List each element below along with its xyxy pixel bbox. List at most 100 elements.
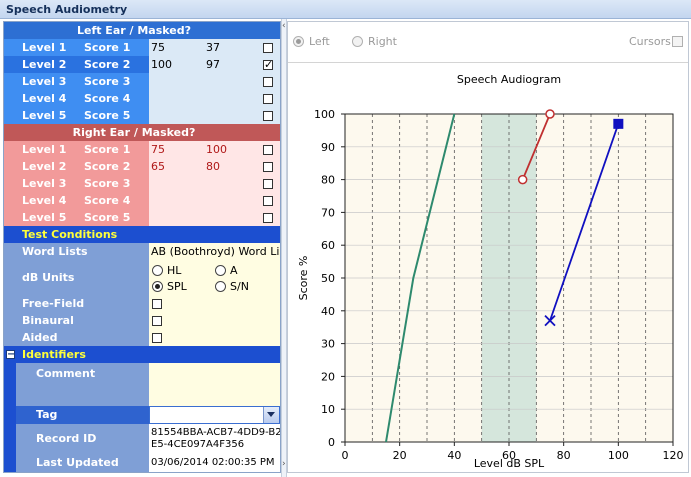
left-ear-header: Left Ear / Masked? (4, 22, 280, 39)
left-ear-masked-checkbox[interactable] (263, 94, 273, 104)
comment-field[interactable] (149, 363, 280, 406)
word-lists-label: Word Lists (4, 243, 149, 261)
right-ear-level-value[interactable]: 75 (149, 141, 204, 158)
tag-dropdown[interactable] (149, 406, 280, 424)
right-ear-score-value[interactable] (204, 192, 259, 209)
identifiers-gutter (4, 363, 16, 406)
right-ear-row: Level 5 Score 5 (4, 209, 280, 226)
left-ear-score-label: Score 3 (84, 73, 149, 90)
y-tick-label: 30 (321, 338, 335, 351)
y-tick-label: 50 (321, 272, 335, 285)
db-unit-sn-radio[interactable] (215, 281, 226, 292)
left-ear-level-value[interactable] (149, 90, 204, 107)
series-line-1 (521, 113, 551, 180)
left-ear-level-value[interactable] (149, 107, 204, 124)
left-ear-score-value[interactable] (204, 73, 259, 90)
record-id-row: Record ID 81554BBA-ACB7-4DD9-B2 E5-4CE09… (4, 424, 280, 454)
aided-label: Aided (4, 329, 149, 346)
left-ear-level-label: Level 2 (4, 56, 84, 73)
left-ear-score-value[interactable]: 37 (204, 39, 259, 56)
left-ear-masked-cell (259, 73, 280, 90)
left-ear-score-value[interactable]: 97 (204, 56, 259, 73)
y-tick-label: 80 (321, 174, 335, 187)
chart-toolbar: Left Right Cursors (288, 22, 688, 63)
left-ear-score-value[interactable] (204, 107, 259, 124)
db-unit-a-radio[interactable] (215, 265, 226, 276)
left-ear-masked-cell (259, 90, 280, 107)
left-ear-header-label: Left Ear / Masked? (76, 24, 192, 37)
right-ear-masked-cell (259, 158, 280, 175)
cursors-checkbox[interactable] (672, 36, 683, 47)
right-ear-score-value[interactable]: 80 (204, 158, 259, 175)
left-ear-score-value[interactable] (204, 90, 259, 107)
left-ear-masked-checkbox[interactable] (263, 77, 273, 87)
left-ear-score-label: Score 4 (84, 90, 149, 107)
right-ear-radio-label: Right (368, 35, 397, 48)
db-unit-spl-radio[interactable] (152, 281, 163, 292)
right-ear-score-value[interactable] (204, 209, 259, 226)
y-tick-label: 70 (321, 206, 335, 219)
right-ear-level-value[interactable] (149, 192, 204, 209)
splitter-right-arrow-icon[interactable]: › (282, 459, 286, 469)
right-ear-score-label: Score 3 (84, 175, 149, 192)
left-ear-radio-label: Left (309, 35, 330, 48)
aided-checkbox[interactable] (152, 333, 162, 343)
right-ear-masked-checkbox[interactable] (263, 213, 273, 223)
identifiers-gutter-tag (4, 406, 16, 424)
right-ear-masked-checkbox[interactable] (263, 162, 273, 172)
identifiers-gutter-record (4, 424, 16, 454)
right-ear-masked-checkbox[interactable] (263, 145, 273, 155)
left-ear-level-label: Level 4 (4, 90, 84, 107)
left-ear-row: Level 4 Score 4 (4, 90, 280, 107)
x-tick-label: 100 (608, 449, 629, 462)
right-ear-level-value[interactable]: 65 (149, 158, 204, 175)
left-ear-masked-checkbox[interactable] (263, 111, 273, 121)
left-ear-masked-checkbox[interactable] (263, 43, 273, 53)
right-ear-score-value[interactable] (204, 175, 259, 192)
left-ear-score-label: Score 1 (84, 39, 149, 56)
x-tick-label: 40 (447, 449, 461, 462)
db-unit-hl-radio[interactable] (152, 265, 163, 276)
left-ear-level-value[interactable] (149, 73, 204, 90)
right-ear-header: Right Ear / Masked? (4, 124, 280, 141)
db-unit-a-label: A (230, 264, 238, 277)
last-updated-label: Last Updated (16, 454, 149, 472)
right-ear-score-label: Score 5 (84, 209, 149, 226)
x-axis-label: Level dB SPL (474, 457, 545, 470)
y-tick-label: 20 (321, 370, 335, 383)
left-ear-level-value[interactable]: 75 (149, 39, 204, 56)
right-ear-row: Level 2 Score 2 65 80 (4, 158, 280, 175)
right-ear-masked-cell (259, 209, 280, 226)
binaural-checkbox[interactable] (152, 316, 162, 326)
tag-dropdown-button[interactable] (263, 407, 279, 423)
right-ear-level-value[interactable] (149, 209, 204, 226)
right-ear-masked-checkbox[interactable] (263, 179, 273, 189)
free-field-checkbox[interactable] (152, 299, 162, 309)
data-point-x (544, 315, 556, 327)
right-ear-masked-checkbox[interactable] (263, 196, 273, 206)
last-updated-row: Last Updated 03/06/2014 02:00:35 PM (4, 454, 280, 472)
right-ear-level-value[interactable] (149, 175, 204, 192)
left-ear-masked-checkbox[interactable] (263, 58, 273, 71)
x-tick-label: 120 (663, 449, 684, 462)
collapse-identifiers-icon[interactable]: − (6, 350, 15, 359)
record-id-line2: E5-4CE097A4F356 (151, 439, 245, 450)
right-ear-score-label: Score 1 (84, 141, 149, 158)
left-ear-score-label: Score 5 (84, 107, 149, 124)
right-ear-radio[interactable] (352, 36, 363, 47)
left-ear-level-label: Level 5 (4, 107, 84, 124)
left-ear-row: Level 1 Score 1 75 37 (4, 39, 280, 56)
comment-label: Comment (16, 363, 149, 406)
chevron-down-icon (267, 412, 275, 417)
right-ear-score-value[interactable]: 100 (204, 141, 259, 158)
word-lists-select[interactable]: AB (Boothroyd) Word Lists (149, 243, 280, 261)
splitter[interactable]: ‹ › (281, 19, 287, 477)
right-ear-header-label: Right Ear / Masked? (72, 126, 196, 139)
binaural-cell (149, 312, 280, 329)
left-ear-score-label: Score 2 (84, 56, 149, 73)
right-ear-masked-cell (259, 141, 280, 158)
series-line-2 (549, 123, 620, 321)
splitter-left-arrow-icon[interactable]: ‹ (282, 21, 286, 31)
left-ear-radio[interactable] (293, 36, 304, 47)
left-ear-level-value[interactable]: 100 (149, 56, 204, 73)
